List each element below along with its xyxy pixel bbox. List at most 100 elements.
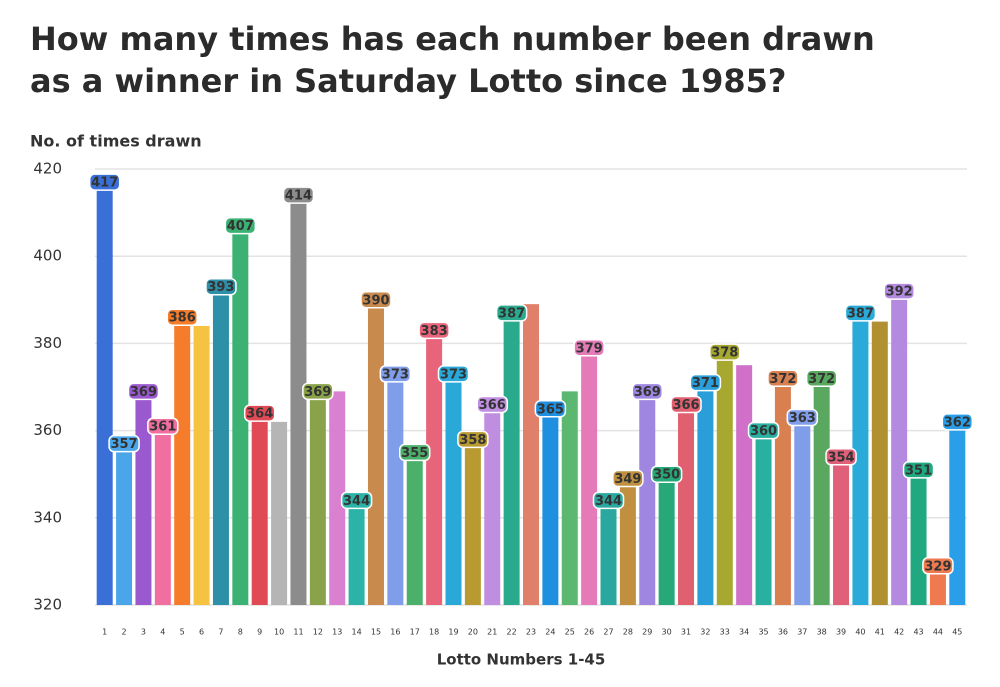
value-label: 369	[304, 385, 331, 400]
value-label-bg	[205, 277, 237, 296]
bar	[871, 321, 888, 605]
bar	[271, 421, 288, 605]
x-tick-label: 3	[141, 628, 146, 637]
y-tick-label: 380	[33, 334, 62, 352]
bar	[639, 391, 656, 605]
bar	[658, 474, 675, 605]
value-label: 344	[595, 494, 622, 509]
x-tick-label: 17	[410, 628, 420, 637]
x-tick-label: 2	[122, 628, 127, 637]
bar	[794, 417, 811, 605]
x-tick-label: 22	[507, 628, 517, 637]
value-label-bg	[670, 395, 702, 414]
x-tick-label: 33	[720, 628, 730, 637]
value-label: 386	[169, 311, 196, 326]
x-tick-label: 19	[448, 628, 458, 637]
x-axis-title: Lotto Numbers 1-45	[437, 651, 606, 669]
value-label-bg	[767, 369, 799, 388]
bar	[367, 299, 384, 605]
bar	[387, 373, 404, 605]
bar	[600, 500, 617, 605]
value-label: 373	[382, 367, 409, 382]
value-label-bg	[243, 404, 276, 422]
value-label-bg	[786, 408, 819, 427]
value-label: 378	[711, 346, 738, 361]
value-label: 362	[944, 415, 971, 430]
value-label: 364	[246, 407, 273, 422]
bar	[251, 413, 268, 605]
bar	[813, 378, 830, 605]
x-tick-label: 12	[313, 628, 323, 637]
bar	[619, 478, 636, 605]
y-axis-title: No. of times drawn	[30, 132, 202, 151]
value-label: 414	[285, 189, 312, 204]
value-label-bg	[147, 417, 179, 435]
value-label: 349	[614, 472, 641, 487]
x-tick-label: 15	[371, 628, 381, 637]
bar	[736, 365, 753, 605]
value-label: 373	[440, 367, 467, 382]
value-label: 357	[110, 437, 137, 452]
x-tick-label: 32	[700, 628, 710, 637]
value-label-bg	[418, 321, 450, 340]
x-tick-label: 20	[468, 628, 478, 637]
x-tick-label: 38	[817, 628, 827, 637]
value-label: 361	[149, 420, 176, 435]
bar	[833, 456, 850, 605]
y-tick-label: 340	[33, 508, 62, 526]
value-label-bg	[592, 491, 625, 510]
bar	[581, 347, 598, 605]
x-tick-label: 10	[274, 628, 284, 637]
x-tick-label: 30	[662, 628, 672, 637]
value-label-bg	[825, 448, 857, 466]
value-label: 369	[130, 385, 157, 400]
x-tick-label: 11	[293, 628, 303, 637]
bar	[678, 404, 695, 605]
value-label: 363	[789, 411, 816, 426]
bar	[484, 404, 501, 605]
x-tick-label: 5	[180, 628, 185, 637]
value-label: 390	[362, 293, 389, 308]
bar	[116, 443, 133, 605]
value-label-bg	[650, 465, 683, 483]
value-label-bg	[437, 365, 470, 383]
value-label: 366	[672, 398, 699, 413]
value-label: 365	[537, 402, 564, 417]
y-tick-label: 400	[33, 247, 62, 265]
bar	[329, 391, 346, 605]
value-label-bg	[534, 400, 567, 418]
value-label-bg	[902, 461, 935, 479]
x-tick-label: 39	[836, 628, 846, 637]
x-tick-label: 37	[797, 628, 807, 637]
x-tick-label: 23	[526, 628, 536, 637]
value-label-bg	[166, 308, 198, 326]
x-tick-label: 26	[584, 628, 594, 637]
value-label: 379	[576, 341, 603, 356]
value-label-bg	[476, 395, 508, 414]
value-label-bg	[108, 434, 140, 453]
value-label-bg	[922, 557, 954, 575]
value-label: 351	[905, 463, 932, 478]
value-label: 329	[924, 559, 951, 574]
value-label-bg	[379, 365, 412, 383]
bar	[716, 352, 733, 605]
value-label-bg	[495, 304, 528, 322]
bar	[891, 291, 908, 605]
chart-title: How many times has each number been draw…	[30, 20, 875, 100]
x-tick-label: 13	[332, 628, 342, 637]
x-tick-label: 42	[894, 628, 904, 637]
bar	[445, 373, 462, 605]
x-tick-label: 16	[390, 628, 400, 637]
value-label-bg	[689, 373, 722, 392]
bar	[503, 312, 520, 605]
value-label: 358	[459, 433, 486, 448]
value-label: 392	[886, 285, 913, 300]
x-tick-label: 9	[257, 628, 262, 637]
value-label: 369	[634, 385, 661, 400]
x-tick-label: 14	[352, 628, 362, 637]
value-label: 360	[750, 424, 777, 439]
x-tick-label: 4	[160, 628, 165, 637]
x-tick-label: 1	[102, 628, 107, 637]
x-tick-label: 7	[218, 628, 223, 637]
